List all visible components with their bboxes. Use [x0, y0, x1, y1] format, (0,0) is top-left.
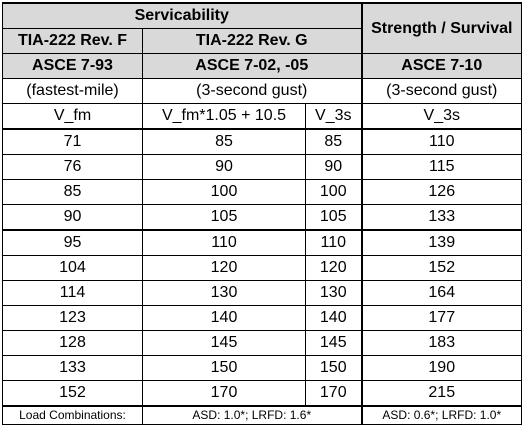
asce-10-load-combination: ASD: 0.6*; LRFD: 1.0* — [361, 405, 523, 425]
table-row: 76 90 90 115 — [2, 154, 523, 180]
v-3s-g-cell: 140 — [304, 305, 363, 331]
v-3s-10-cell: 177 — [361, 305, 523, 331]
table-row: 90 105 105 133 — [2, 204, 523, 231]
header-row-group: Servicability Strength / Survival — [1, 2, 523, 54]
v-fm-converted-cell: 150 — [142, 355, 306, 381]
asce-10-header: ASCE 7-10 — [361, 53, 523, 79]
data-rows: 71 85 85 110 76 90 90 115 85 100 100 126 90 105 105 133… — [2, 128, 523, 407]
v-fm-converted-cell: 85 — [142, 128, 306, 155]
v-fm-converted-cell: 100 — [142, 179, 306, 205]
v-3s-g-cell: 100 — [304, 179, 363, 205]
v-fm-converted-cell: 90 — [142, 154, 306, 180]
v-3s-10-cell: 215 — [361, 380, 523, 407]
v-3s-10-cell: 164 — [361, 280, 523, 306]
table-row: 85 100 100 126 — [2, 179, 523, 205]
v-fm-converted-cell: 105 — [142, 204, 306, 231]
header-row-method: (fastest-mile) (3-second gust) (3-second… — [2, 78, 523, 104]
load-combinations-label: Load Combinations: — [2, 405, 143, 425]
table-row: 152 170 170 215 — [2, 380, 523, 407]
strength-survival-header: Strength / Survival — [361, 2, 523, 54]
gust-label-10: (3-second gust) — [361, 78, 523, 104]
tia-g-header: TIA-222 Rev. G — [141, 28, 363, 54]
header-row-variable: V_fm V_fm*1.05 + 10.5 V_3s V_3s — [2, 103, 523, 130]
v-fm-cell: 90 — [2, 204, 143, 231]
header-row-asce: ASCE 7-93 ASCE 7-02, -05 ASCE 7-10 — [2, 53, 523, 79]
v-3s-10-cell: 126 — [361, 179, 523, 205]
v-3s-10-cell: 139 — [361, 229, 523, 256]
v-3s-10-cell: 115 — [361, 154, 523, 180]
table-row: 95 110 110 139 — [2, 229, 523, 256]
header-row-code: TIA-222 Rev. F TIA-222 Rev. G — [2, 28, 522, 54]
table-row: 104 120 120 152 — [2, 255, 523, 281]
table-row: 114 130 130 164 — [2, 280, 523, 306]
v-fm-converted-cell: 130 — [142, 280, 306, 306]
v-fm-cell: 128 — [2, 330, 143, 356]
table-row: 71 85 85 110 — [2, 128, 523, 155]
v-fm-converted-cell: 145 — [142, 330, 306, 356]
v-3s-g-cell: 130 — [304, 280, 363, 306]
gust-label-g: (3-second gust) — [141, 78, 363, 104]
v-3s-g-cell: 105 — [304, 204, 363, 231]
v-3s-10-cell: 152 — [361, 255, 523, 281]
v-3s-g-cell: 85 — [304, 128, 363, 155]
v-fm-cell: 95 — [2, 229, 143, 256]
serviceability-header: Servicability — [1, 2, 363, 29]
v-3s-g-cell: 90 — [304, 154, 363, 180]
v-fm-cell: 123 — [2, 305, 143, 331]
v-3s-g-cell: 170 — [304, 380, 363, 407]
v-fm-converted-cell: 110 — [142, 229, 306, 256]
v-3s-10-cell: 190 — [361, 355, 523, 381]
v-fm-cell: 133 — [2, 355, 143, 381]
v-3s-10-cell: 133 — [361, 204, 523, 231]
v-fm-cell: 104 — [2, 255, 143, 281]
v-fm-converted-cell: 170 — [142, 380, 306, 407]
v-fm-cell: 85 — [2, 179, 143, 205]
footer-row: Load Combinations: ASD: 1.0*; LRFD: 1.6*… — [2, 405, 523, 425]
v-fm-converted-cell: 140 — [142, 305, 306, 331]
asce-02-05-header: ASCE 7-02, -05 — [141, 53, 363, 79]
v-3s-g-cell: 120 — [304, 255, 363, 281]
v-fm-cell: 71 — [2, 128, 143, 155]
v-fm-cell: 152 — [2, 380, 143, 407]
table-row: 123 140 140 177 — [2, 305, 523, 331]
table-row: 128 145 145 183 — [2, 330, 523, 356]
tia-g-load-combination: ASD: 1.0*; LRFD: 1.6* — [141, 405, 363, 425]
v-3s-label-10: V_3s — [361, 103, 523, 130]
fastest-mile-label: (fastest-mile) — [2, 78, 143, 104]
v-fm-converted-cell: 120 — [142, 255, 306, 281]
v-fm-cell: 114 — [2, 280, 143, 306]
tia-f-header: TIA-222 Rev. F — [2, 28, 143, 54]
v-3s-g-cell: 110 — [304, 229, 363, 256]
v-3s-label-g: V_3s — [304, 103, 363, 130]
v-3s-g-cell: 145 — [304, 330, 363, 356]
v-fm-formula-label: V_fm*1.05 + 10.5 — [142, 103, 306, 130]
v-fm-cell: 76 — [2, 154, 143, 180]
table-row: 133 150 150 190 — [2, 355, 523, 381]
v-fm-label: V_fm — [2, 103, 143, 130]
v-3s-10-cell: 110 — [361, 128, 523, 155]
v-3s-g-cell: 150 — [304, 355, 363, 381]
asce-93-header: ASCE 7-93 — [2, 53, 143, 79]
v-3s-10-cell: 183 — [361, 330, 523, 356]
